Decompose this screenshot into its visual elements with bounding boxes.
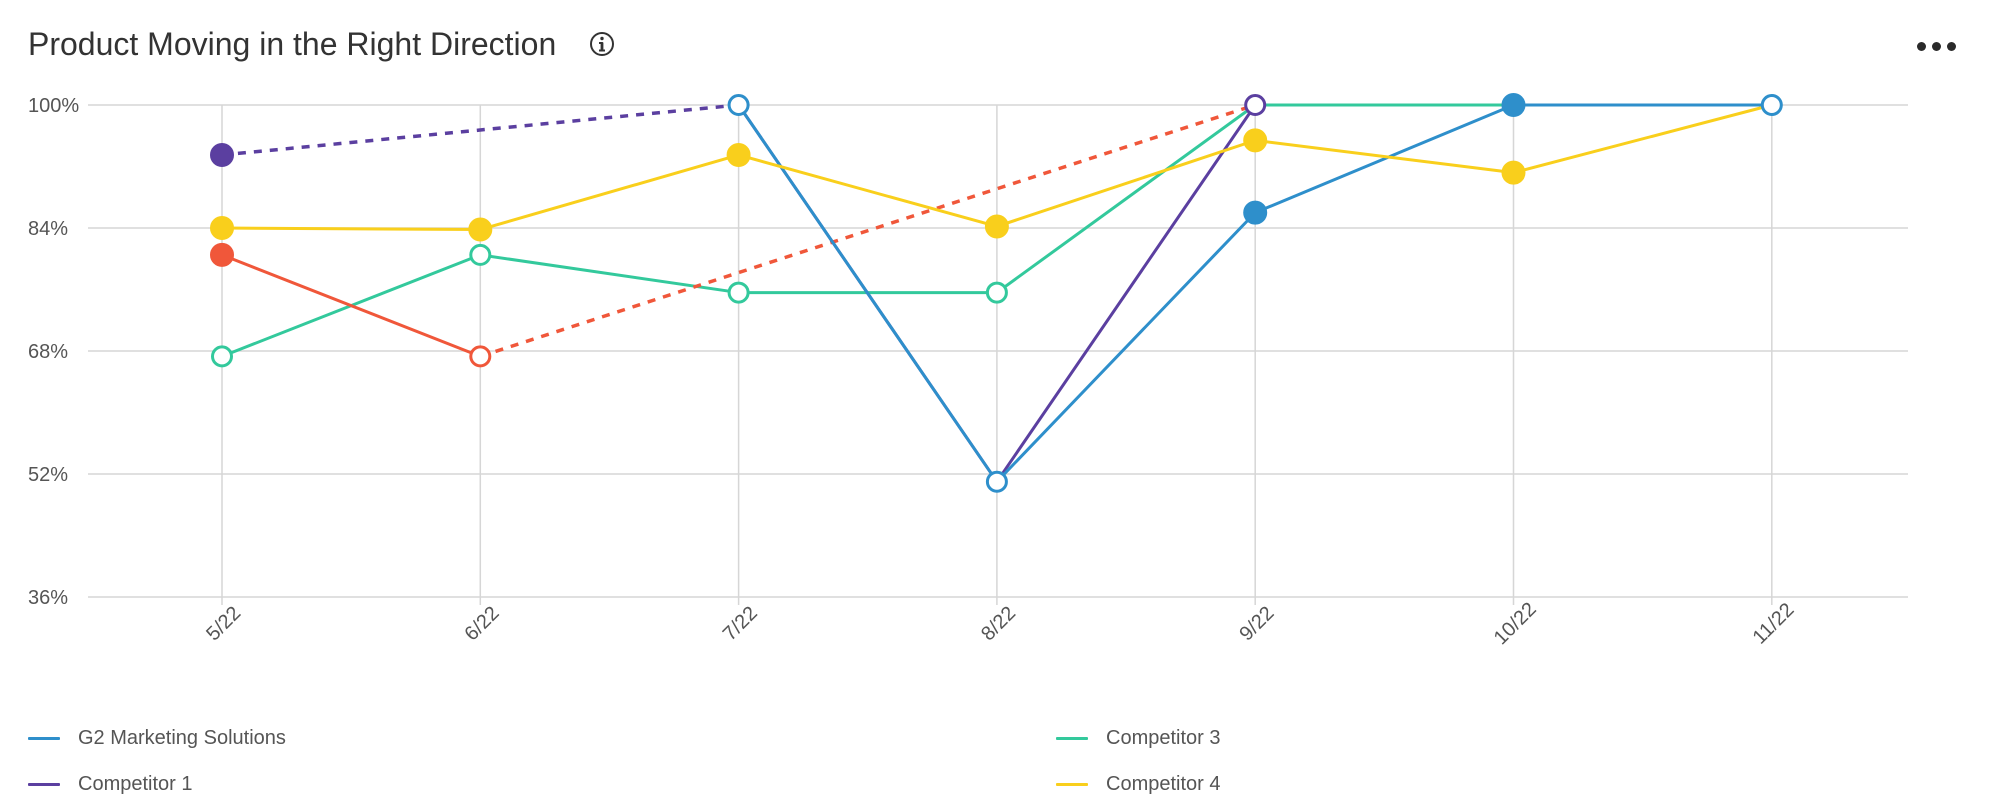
series-1-point (210, 142, 234, 167)
series-4-line-segment (995, 138, 1257, 228)
series-0-point (1501, 93, 1526, 117)
y-tick-label: 36% (28, 587, 68, 609)
chart-title: Product Moving in the Right Direction (28, 26, 557, 62)
series-4-line-segment (1253, 138, 1515, 175)
more-options-dot (1932, 42, 1941, 51)
x-tick-label: 8/22 (977, 602, 1020, 645)
x-tick-label: 9/22 (1235, 602, 1278, 645)
series-4-point (210, 216, 234, 240)
legend-item-g2-marketing-solutions[interactable]: G2 Marketing Solutions (28, 723, 286, 753)
x-tick-label: 7/22 (719, 602, 762, 645)
legend-label: Competitor 4 (1106, 772, 1221, 795)
y-tick-label: 100% (28, 95, 79, 117)
more-options-dot (1917, 42, 1926, 51)
x-tick-label: 5/22 (202, 602, 245, 645)
series-3-point (469, 243, 492, 266)
series-0-line-segment (1253, 103, 1515, 215)
series-0-point (1760, 94, 1783, 116)
series-1-point (1244, 94, 1267, 116)
series-2-point (469, 345, 492, 368)
legend-swatch (28, 736, 60, 740)
legend-swatch (1056, 736, 1088, 740)
x-tick-label: 10/22 (1490, 598, 1541, 649)
series-3-point (211, 345, 233, 368)
series-3-point (985, 281, 1008, 304)
series-3-line-segment (995, 103, 1257, 295)
series-3-point (727, 281, 750, 304)
series-1-dashed-segment (221, 103, 739, 157)
series-2-point (210, 242, 234, 267)
more-options-dot (1947, 42, 1956, 51)
series-4-point (984, 214, 1009, 239)
legend-item-competitor-4[interactable]: Competitor 4 (1056, 769, 1221, 799)
more-options-button[interactable] (1914, 34, 1960, 58)
series-4-line-segment (478, 153, 741, 232)
series-4-line-segment (220, 226, 482, 232)
series-0-point (1243, 200, 1268, 225)
series-2-dashed-segment (479, 103, 1256, 359)
series-4-point (1243, 128, 1268, 153)
y-tick-label: 52% (28, 464, 68, 486)
chart-header: Product Moving in the Right Direction (0, 0, 1999, 90)
series-4-line-segment (1512, 103, 1774, 175)
series-4-line-segment (737, 153, 999, 228)
legend-label: Competitor 1 (78, 772, 193, 795)
legend-label: Competitor 3 (1106, 726, 1221, 749)
series-4-point (1501, 160, 1526, 185)
series-1-line-segment (995, 103, 1257, 484)
y-tick-label: 84% (28, 218, 68, 240)
legend-swatch (1056, 782, 1088, 786)
series-2-line-segment (220, 253, 482, 358)
series-0-line-segment (995, 211, 1257, 484)
series-4-point (726, 142, 751, 167)
legend-item-competitor-1[interactable]: Competitor 1 (28, 769, 193, 799)
y-tick-label: 68% (28, 341, 68, 363)
legend-item-competitor-3[interactable]: Competitor 3 (1056, 723, 1221, 753)
info-circle-icon[interactable] (588, 30, 616, 58)
series-0-point (727, 94, 750, 116)
legend-swatch (28, 782, 60, 786)
series-4-point (468, 217, 493, 242)
legend-label: G2 Marketing Solutions (78, 726, 286, 749)
x-tick-label: 6/22 (461, 602, 504, 645)
x-tick-label: 11/22 (1749, 599, 1799, 649)
series-0-point (985, 470, 1008, 493)
